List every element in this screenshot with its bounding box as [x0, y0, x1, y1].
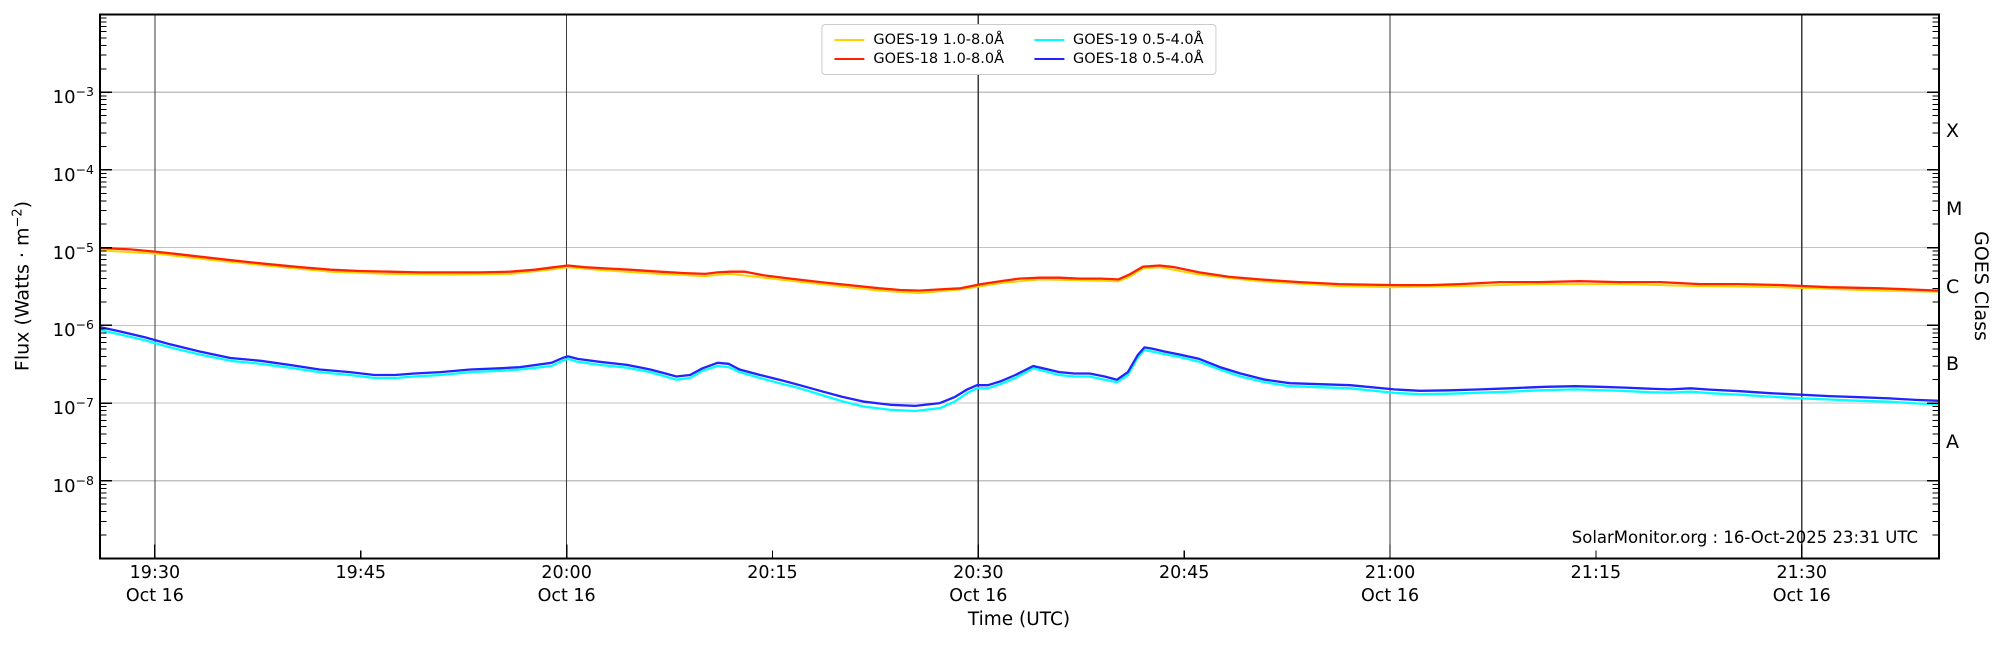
- legend-item: GOES-18 0.5-4.0Å: [1034, 51, 1204, 67]
- legend-item: GOES-18 1.0-8.0Å: [834, 51, 1004, 67]
- x-tick-date-label: Oct 16: [1360, 586, 1420, 606]
- goes-class-letter: B: [1946, 353, 1960, 376]
- flux-axis-title-text: Flux (Watts · m: [11, 227, 34, 372]
- x-tick-time-label: 21:30: [1776, 563, 1827, 583]
- flux-axis-title: Flux (Watts · m−2): [10, 201, 33, 371]
- flux-axis-title-exponent: −2: [10, 208, 26, 228]
- y-tick-label: 10−5: [52, 239, 94, 264]
- plot-border: [99, 13, 1940, 560]
- legend-line-swatch: [834, 39, 865, 41]
- series-line-goes-19-0-5-4-0-: [100, 328, 1939, 413]
- goes-class-letter: A: [1946, 430, 1959, 453]
- x-tick-date-label: Oct 16: [125, 586, 184, 606]
- y-tick-label: 10−3: [52, 84, 94, 109]
- x-tick-time-label: 20:00: [541, 563, 592, 583]
- goes-class-axis-title: GOES Class: [1970, 231, 1992, 341]
- series-group: [100, 246, 1939, 413]
- x-tick-date-label: Oct 16: [537, 586, 596, 606]
- legend-label: GOES-19 1.0-8.0Å: [873, 32, 1004, 48]
- legend-line-swatch: [1034, 58, 1064, 60]
- legend-label: GOES-19 0.5-4.0Å: [1073, 32, 1204, 48]
- x-tick-time-label: 20:15: [747, 563, 798, 583]
- x-tick-time-label: 20:30: [953, 563, 1004, 583]
- y-tick-label: 10−7: [52, 395, 94, 420]
- goes-class-letter: M: [1946, 197, 1963, 220]
- legend-item: GOES-19 0.5-4.0Å: [1034, 32, 1204, 48]
- series-line-goes-18-1-0-8-0-: [100, 246, 1939, 292]
- legend: GOES-19 1.0-8.0Å GOES-19 0.5-4.0Å GOES-18 …: [821, 24, 1217, 75]
- x-tick-time-label: 21:00: [1364, 563, 1416, 583]
- goes-class-letter: X: [1946, 120, 1960, 143]
- time-axis-title: Time (UTC): [967, 609, 1071, 630]
- x-tick-time-label: 19:45: [335, 563, 386, 583]
- y-tick-label: 10−8: [52, 472, 94, 497]
- watermark-text: SolarMonitor.org : 16-Oct-2025 23:31 UTC: [1571, 528, 1918, 547]
- x-tick-time-label: 19:30: [129, 563, 181, 583]
- y-tick-label: 10−4: [52, 161, 94, 186]
- x-tick-time-label: 20:45: [1158, 563, 1210, 583]
- legend-item: GOES-19 1.0-8.0Å: [834, 32, 1004, 48]
- goes-class-letter: C: [1946, 275, 1960, 298]
- series-line-goes-18-0-5-4-0-: [100, 325, 1939, 408]
- x-tick-date-label: Oct 16: [949, 586, 1008, 606]
- flux-axis-title-suffix: ): [11, 200, 34, 209]
- x-tick-time-label: 21:15: [1570, 563, 1622, 583]
- legend-label: GOES-18 1.0-8.0Å: [873, 51, 1004, 67]
- legend-label: GOES-18 0.5-4.0Å: [1073, 51, 1204, 67]
- legend-line-swatch: [834, 58, 865, 60]
- x-tick-date-label: Oct 16: [1772, 586, 1831, 606]
- legend-line-swatch: [1034, 39, 1064, 41]
- y-tick-label: 10−6: [52, 317, 94, 342]
